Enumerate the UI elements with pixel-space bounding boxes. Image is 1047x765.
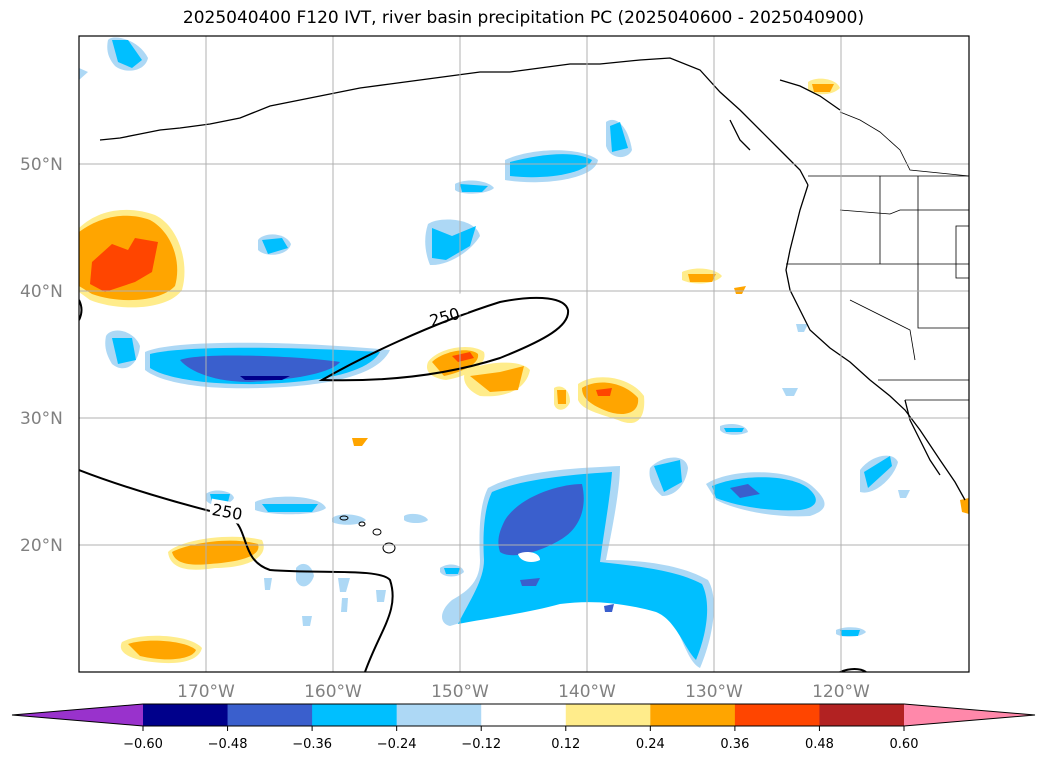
gridlines — [79, 36, 969, 672]
colorbar-cell — [227, 704, 313, 726]
lon-label-130w: 130°W — [685, 682, 743, 702]
political-borders — [786, 111, 969, 401]
colorbar-tick-label: −0.60 — [123, 737, 163, 752]
coastlines — [99, 57, 966, 501]
precip-shading — [79, 37, 969, 668]
lon-label-150w: 150°W — [431, 682, 489, 702]
colorbar-tick-label: −0.36 — [292, 737, 332, 752]
colorbar-tick-label: 0.24 — [636, 737, 665, 752]
lat-label-40n: 40°N — [20, 282, 63, 302]
colorbar: −0.60 −0.48 −0.36 −0.24 −0.12 0.12 0.24 0.36 0.4… — [11, 703, 1036, 752]
longitude-labels: 170°W 160°W 150°W 140°W 130°W 120°W — [177, 682, 870, 702]
latitude-labels: 20°N 30°N 40°N 50°N — [20, 155, 63, 556]
map-frame — [78, 35, 970, 673]
colorbar-cell — [143, 704, 229, 726]
lon-label-170w: 170°W — [177, 682, 235, 702]
negative-anomaly-small — [107, 37, 632, 266]
colorbar-extend-high — [904, 704, 1035, 726]
colorbar-tick-label: −0.24 — [377, 737, 417, 752]
positive-anomaly-mid — [352, 78, 840, 446]
lat-label-30n: 30°N — [20, 409, 63, 429]
colorbar-cell — [565, 704, 651, 726]
colorbar-tick-label: 0.36 — [720, 737, 749, 752]
colorbar-cell — [650, 704, 736, 726]
lon-label-160w: 160°W — [304, 682, 362, 702]
colorbar-tick-label: −0.48 — [208, 737, 248, 752]
hawaii-islands — [339, 515, 396, 554]
map-title: 2025040400 F120 IVT, river basin precipi… — [182, 8, 865, 28]
lat-label-20n: 20°N — [20, 536, 63, 556]
colorbar-tick-label: 0.60 — [890, 737, 919, 752]
lon-label-140w: 140°W — [558, 682, 616, 702]
colorbar-cell — [734, 704, 820, 726]
colorbar-tick-label: −0.12 — [461, 737, 501, 752]
negative-anomaly-south — [79, 68, 910, 668]
colorbar-extend-low — [12, 704, 143, 726]
lat-label-50n: 50°N — [20, 155, 63, 175]
colorbar-cell — [819, 704, 905, 726]
colorbar-tick-label: 0.12 — [551, 737, 580, 752]
colorbar-cell — [481, 704, 567, 726]
lon-label-120w: 120°W — [812, 682, 870, 702]
colorbar-cell — [396, 704, 482, 726]
colorbar-cell — [312, 704, 398, 726]
colorbar-tick-label: 0.48 — [805, 737, 834, 752]
positive-anomaly-nw — [79, 209, 185, 308]
